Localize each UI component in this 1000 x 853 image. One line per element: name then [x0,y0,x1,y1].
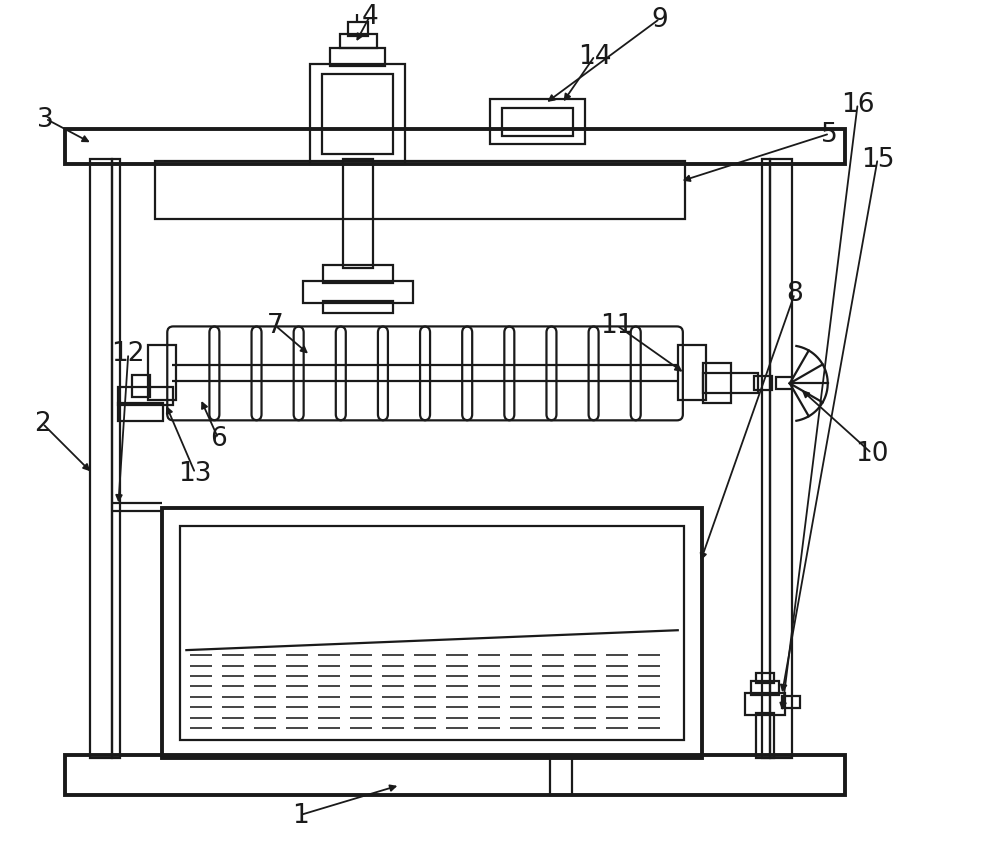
Bar [303,282,413,304]
Bar [782,696,800,708]
Bar [162,508,702,758]
Bar [756,713,774,758]
Bar [65,130,845,165]
Bar [751,682,779,695]
Bar [550,755,572,795]
Bar [148,346,176,401]
Bar [112,160,120,758]
Bar [323,266,393,284]
Text: 11: 11 [600,313,634,339]
Bar [756,673,774,683]
Text: 2: 2 [34,411,51,437]
Bar [132,376,150,397]
Text: 6: 6 [210,426,227,452]
Text: 1: 1 [292,802,309,828]
Bar [330,49,385,67]
Text: 7: 7 [267,313,284,339]
Text: 13: 13 [178,461,212,487]
Bar [343,160,373,270]
Text: 16: 16 [841,91,874,118]
Bar [703,364,731,403]
Text: 5: 5 [821,121,838,148]
Bar [155,161,685,219]
Bar [323,302,393,314]
Bar [310,65,405,165]
Bar [754,377,772,391]
Bar [180,526,684,740]
Bar [703,374,758,394]
Text: 12: 12 [112,341,145,367]
Text: 10: 10 [855,441,888,467]
Bar [762,160,770,758]
Text: 9: 9 [651,7,668,32]
Bar [490,100,585,144]
Bar [118,388,173,406]
Bar [340,35,377,49]
Bar [348,23,368,37]
Bar [776,378,792,390]
Bar [322,74,393,154]
Bar [502,108,573,136]
Bar [90,160,112,758]
Text: 4: 4 [362,3,378,30]
Bar [745,693,785,716]
Bar [770,160,792,758]
Bar [65,755,845,795]
Text: 15: 15 [861,147,894,172]
Text: 3: 3 [37,107,54,132]
Text: 14: 14 [578,44,612,70]
Text: 8: 8 [786,281,803,307]
Bar [678,346,706,401]
Bar [118,403,163,422]
